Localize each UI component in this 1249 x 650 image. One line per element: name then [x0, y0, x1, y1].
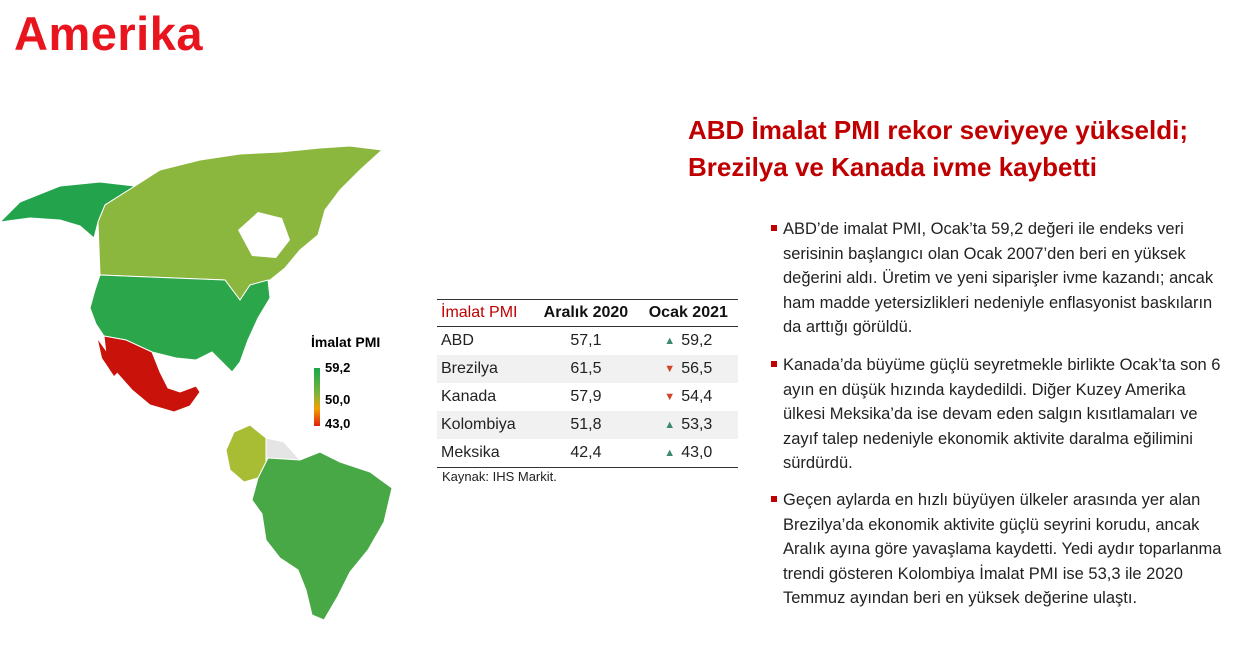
bullet-item: Kanada’da büyüme güçlü seyretmekle birli… [771, 353, 1231, 476]
trend-down-icon: ▼ [664, 391, 676, 403]
row-country: Kanada [441, 388, 497, 405]
legend-min: 43,0 [325, 416, 351, 431]
trend-up-icon: ▲ [664, 335, 676, 347]
table-header-country: İmalat PMI [437, 299, 534, 327]
legend-color-scale [314, 368, 320, 426]
bullet-item: ABD’de imalat PMI, Ocak’ta 59,2 değeri i… [771, 217, 1231, 340]
trend-down-icon: ▼ [664, 363, 676, 375]
row-country: ABD [441, 332, 474, 349]
map-hudson-bay [238, 212, 290, 258]
table-row: Meksika 42,4 ▲ 43,0 [437, 439, 738, 468]
row-country: Brezilya [437, 355, 534, 383]
legend-mid: 50,0 [325, 392, 351, 407]
bullet-square-icon [771, 496, 777, 502]
row-jan-value: 54,4 [681, 388, 713, 405]
map-region-brazil [251, 451, 393, 621]
legend-max: 59,2 [325, 360, 351, 375]
bullet-text: Kanada’da büyüme güçlü seyretmekle birli… [783, 356, 1221, 472]
map-region-baja [98, 340, 118, 376]
map-region-usa [89, 274, 271, 373]
row-jan-value: 53,3 [681, 416, 713, 433]
table-row: ABD 57,1 ▲ 59,2 [437, 327, 738, 356]
americas-pmi-map [0, 145, 393, 621]
table-header-jan: Ocak 2021 [638, 299, 738, 327]
bullet-text: ABD’de imalat PMI, Ocak’ta 59,2 değeri i… [783, 220, 1214, 336]
table-header-row: İmalat PMI Aralık 2020 Ocak 2021 [437, 299, 738, 327]
bullet-text: Geçen aylarda en hızlı büyüyen ülkeler a… [783, 491, 1222, 607]
row-dec-value: 51,8 [533, 411, 639, 439]
row-dec-value: 42,4 [533, 439, 639, 468]
row-country: Kolombiya [437, 411, 534, 439]
table-row: Kolombiya 51,8 ▲ 53,3 [437, 411, 738, 439]
bullet-item: Geçen aylarda en hızlı büyüyen ülkeler a… [771, 488, 1231, 611]
map-region-mexico [103, 335, 201, 413]
table-header-dec: Aralık 2020 [533, 299, 639, 327]
bullet-square-icon [771, 361, 777, 367]
table-source: Kaynak: IHS Markit. [442, 469, 557, 484]
headline: ABD İmalat PMI rekor seviyeye yükseldi; … [688, 112, 1233, 186]
table-row: Kanada 57,9 ▼ 54,4 [437, 383, 738, 411]
trend-up-icon: ▲ [664, 419, 676, 431]
page-title: Amerika [14, 7, 203, 60]
bullet-square-icon [771, 225, 777, 231]
legend-title: İmalat PMI [311, 334, 381, 350]
row-jan-value: 43,0 [681, 444, 713, 461]
row-dec-value: 57,1 [570, 332, 602, 349]
pmi-table: İmalat PMI Aralık 2020 Ocak 2021 ABD 57,… [437, 299, 738, 468]
trend-up-icon: ▲ [664, 447, 676, 459]
row-dec-value: 57,9 [570, 388, 602, 405]
row-dec-value: 61,5 [533, 355, 639, 383]
table-row: Brezilya 61,5 ▼ 56,5 [437, 355, 738, 383]
row-jan-value: 56,5 [681, 360, 713, 377]
headline-line-1: ABD İmalat PMI rekor seviyeye yükseldi; [688, 115, 1189, 145]
headline-line-2: Brezilya ve Kanada ivme kaybetti [688, 152, 1097, 182]
row-country: Meksika [437, 439, 534, 468]
row-jan-value: 59,2 [681, 332, 713, 349]
